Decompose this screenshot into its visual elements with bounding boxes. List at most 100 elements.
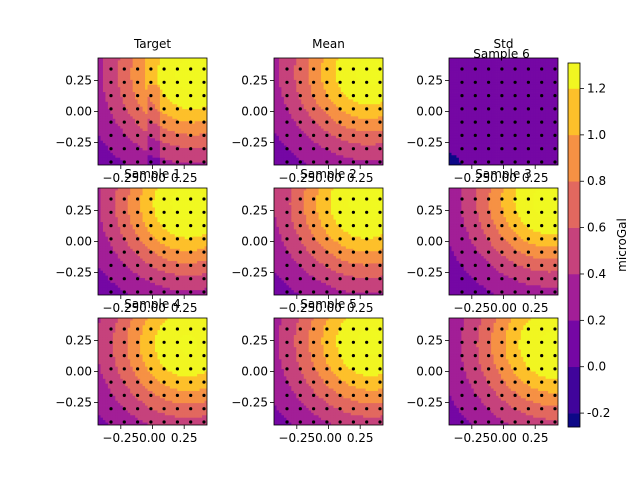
sample-point [298,147,302,151]
sample-point [149,327,153,331]
sample-point [365,133,369,137]
x-tick-label: 0.00 [315,431,342,445]
sample-point [202,133,206,137]
sample-point [149,120,153,124]
sample-point [351,160,355,164]
sample-point [460,107,464,111]
sample-point [487,237,491,241]
y-tick-label: 0.00 [416,235,443,249]
sample-point [513,380,517,384]
sample-point [189,160,193,164]
sample-point [378,237,382,241]
sample-point [487,367,491,371]
colorbar-band [568,273,580,321]
sample-point [338,250,342,254]
sample-point [162,80,166,84]
sample-point [162,367,166,371]
sample-point [500,107,504,111]
sample-point [460,210,464,214]
sample-point [202,237,206,241]
sample-point [162,263,166,267]
sample-point [162,197,166,201]
sample-point [122,367,126,371]
colorbar-band [568,88,580,136]
sample-point [149,67,153,71]
contour-fill [274,58,383,165]
sample-point [460,380,464,384]
sample-point [298,120,302,124]
sample-point [513,107,517,111]
panel-title: Std [494,37,514,51]
sample-point [540,160,544,164]
sample-point [500,237,504,241]
sample-point [109,250,113,254]
sample-point [312,120,316,124]
sample-point [189,250,193,254]
sample-point [351,277,355,281]
sample-point [460,80,464,84]
sample-point [553,250,557,254]
sample-point [513,340,517,344]
sample-point [526,290,531,294]
sample-point [162,133,166,137]
y-tick-label: 0.00 [65,365,92,379]
sample-point [338,224,342,228]
sample-point [338,380,342,384]
y-tick-label: 0.25 [65,333,92,347]
sample-point [109,420,113,424]
y-tick-label: 0.25 [416,333,443,347]
sample-point [540,277,544,281]
sample-point [285,393,289,397]
sample-point [338,367,342,371]
colorbar-band [568,366,580,414]
sample-point [136,197,140,201]
sample-point [189,224,193,228]
sample-point [540,340,544,344]
sample-point [136,340,140,344]
sample-point [338,277,342,281]
sample-point [202,210,206,214]
sample-point [325,354,329,358]
sample-point [365,354,369,358]
y-tick-label: 0.00 [416,105,443,119]
sample-point [513,197,517,201]
sample-point [325,393,329,397]
sample-point [136,407,140,411]
y-tick-label: −0.25 [231,136,268,150]
sample-point [175,407,179,411]
sample-point [122,340,126,344]
sample-point [526,147,531,151]
sample-point [162,210,166,214]
sample-point [473,224,477,228]
sample-point [149,407,153,411]
sample-point [122,133,126,137]
sample-point [109,94,113,98]
x-tick-label: −0.25 [278,171,315,185]
sample-point [473,197,477,201]
sample-point [365,380,369,384]
sample-point [149,380,153,384]
sample-point [298,327,302,331]
sample-point [149,107,153,111]
sample-point [500,367,504,371]
sample-point [460,160,464,164]
sample-point [202,420,206,424]
sample-point [202,327,206,331]
sample-point [553,94,557,98]
sample-point [473,340,477,344]
sample-point [526,393,531,397]
sample-point [162,277,166,281]
sample-point [365,67,369,71]
sample-point [378,250,382,254]
sample-point [109,407,113,411]
sample-point [189,290,193,294]
sample-point [189,407,193,411]
sample-point [351,290,355,294]
sample-point [312,197,316,201]
x-tick-label: 0.25 [347,171,374,185]
contour-fill [98,58,207,165]
sample-point [473,94,477,98]
sample-point [136,67,140,71]
sample-point [285,120,289,124]
